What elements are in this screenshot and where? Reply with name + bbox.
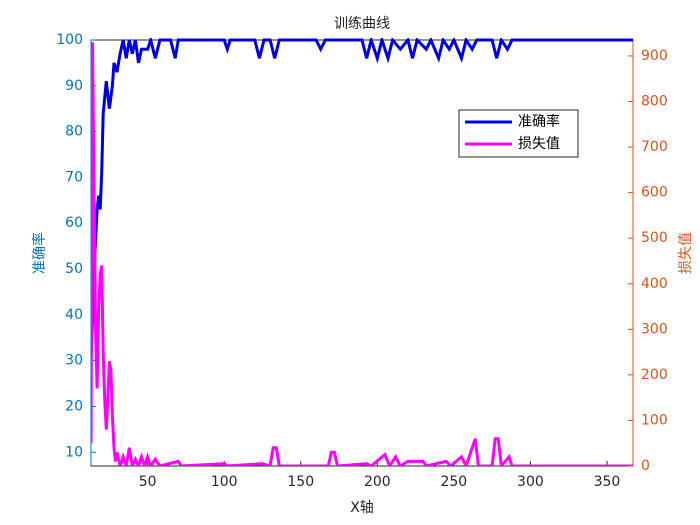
x-tick-label: 50 bbox=[139, 474, 157, 490]
y-tick-label: 30 bbox=[65, 353, 83, 369]
y-tick-label: 90 bbox=[65, 78, 83, 94]
y2-tick-label: 600 bbox=[641, 185, 668, 201]
y-tick-label: 40 bbox=[65, 307, 83, 323]
x-tick-label: 250 bbox=[440, 474, 467, 490]
y2-tick-label: 100 bbox=[641, 412, 668, 428]
y2-tick-label: 200 bbox=[641, 367, 668, 383]
y2-tick-label: 800 bbox=[641, 94, 668, 110]
x-tick-label: 300 bbox=[517, 474, 544, 490]
legend-label: 准确率 bbox=[518, 113, 560, 130]
legend-box bbox=[458, 109, 579, 158]
legend-label: 损失值 bbox=[518, 136, 560, 152]
x-tick-label: 200 bbox=[364, 474, 391, 490]
y-tick-label: 10 bbox=[65, 444, 83, 460]
y2-tick-label: 400 bbox=[641, 276, 668, 292]
y2-axis-label: 损失值 bbox=[678, 232, 694, 274]
x-tick-label: 350 bbox=[594, 474, 621, 490]
x-tick-label: 150 bbox=[287, 474, 314, 490]
y-tick-label: 20 bbox=[65, 398, 83, 414]
y-tick-label: 50 bbox=[65, 261, 83, 277]
x-tick-label: 100 bbox=[211, 474, 238, 490]
x-axis-label: X轴 bbox=[350, 500, 374, 516]
y-tick-label: 70 bbox=[65, 169, 83, 185]
line-series bbox=[91, 38, 633, 361]
y-tick-label: 80 bbox=[65, 124, 83, 140]
y2-tick-label: 0 bbox=[641, 458, 650, 474]
y2-tick-label: 500 bbox=[641, 230, 668, 246]
line-series bbox=[91, 42, 633, 466]
y-tick-label: 60 bbox=[65, 215, 83, 231]
plot-area bbox=[90, 39, 634, 467]
y-axis-label: 准确率 bbox=[31, 232, 48, 274]
y2-tick-label: 700 bbox=[641, 139, 668, 155]
y-tick-label: 100 bbox=[56, 32, 83, 48]
chart-title: 训练曲线 bbox=[334, 16, 390, 32]
y2-tick-label: 300 bbox=[641, 321, 668, 337]
y2-tick-label: 900 bbox=[641, 48, 668, 64]
